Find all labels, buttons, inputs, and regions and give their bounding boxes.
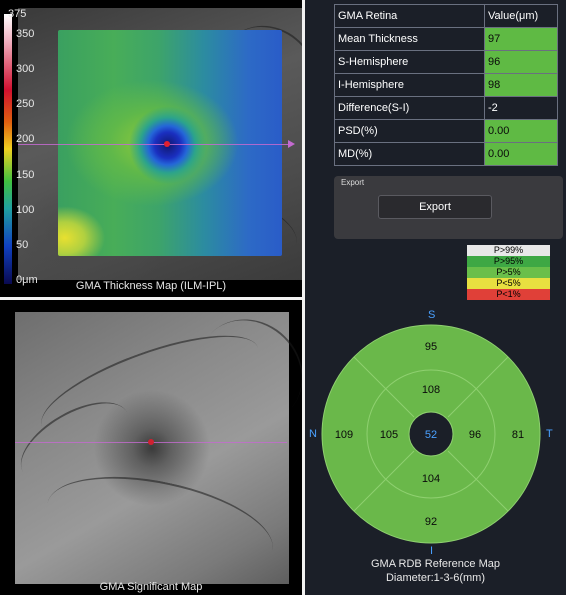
value-outer-inferior: 92 xyxy=(425,516,437,528)
row-value: 97 xyxy=(484,27,558,51)
sector-divider xyxy=(353,478,387,512)
row-label: I-Hemisphere xyxy=(334,73,485,97)
rdb-map-diameter: Diameter:1-3-6(mm) xyxy=(385,572,485,584)
table-row: Mean Thickness 97 xyxy=(334,27,558,51)
row-value: 0.00 xyxy=(484,119,558,143)
scale-tick: 0μm xyxy=(16,274,38,286)
row-label: Difference(S-I) xyxy=(334,96,485,120)
scale-tick: 375 xyxy=(8,8,27,20)
table-header-label: GMA Retina xyxy=(334,4,485,28)
export-group: Export Export xyxy=(334,176,563,239)
fovea-marker xyxy=(164,141,170,147)
scan-line-arrow-icon[interactable] xyxy=(288,140,295,148)
table-row: I-Hemisphere 98 xyxy=(334,73,558,97)
value-center: 52 xyxy=(425,429,437,441)
thickness-color-scale xyxy=(4,14,12,284)
sector-divider xyxy=(447,388,477,418)
sector-divider xyxy=(385,450,415,480)
legend-item: P<1% xyxy=(467,289,550,300)
direction-superior: S xyxy=(428,309,436,321)
thickness-map-panel: 375 350 300 250 200 150 100 50 0μm GMA T… xyxy=(0,0,302,297)
middle-ring xyxy=(366,369,496,499)
value-outer-superior: 95 xyxy=(425,341,437,353)
direction-temporal: T xyxy=(546,428,553,440)
row-label: MD(%) xyxy=(334,142,485,166)
value-inner-nasal: 105 xyxy=(380,429,398,441)
row-value: 0.00 xyxy=(484,142,558,166)
sector-divider xyxy=(475,356,509,390)
scale-tick: 200 xyxy=(16,133,35,145)
significant-map-caption: GMA Significant Map xyxy=(99,581,203,593)
table-row: S-Hemisphere 96 xyxy=(334,50,558,74)
direction-inferior: I xyxy=(430,545,434,557)
legend-item: P>95% xyxy=(467,256,550,267)
sector-divider xyxy=(353,356,387,390)
thickness-map-caption: GMA Thickness Map (ILM-IPL) xyxy=(75,280,227,292)
scale-tick: 250 xyxy=(16,98,35,110)
table-row: Difference(S-I) -2 xyxy=(334,96,558,120)
probability-legend: P>99% P>95% P>5% P<5% P<1% xyxy=(467,245,550,300)
export-button[interactable]: Export xyxy=(378,195,492,219)
table-row: MD(%) 0.00 xyxy=(334,142,558,166)
row-value: 96 xyxy=(484,50,558,74)
legend-item: P>99% xyxy=(467,245,550,256)
table-header-row: GMA Retina Value(μm) xyxy=(334,4,558,28)
value-inner-temporal: 96 xyxy=(469,429,481,441)
gma-retina-table: GMA Retina Value(μm) Mean Thickness 97 S… xyxy=(334,4,558,166)
value-outer-nasal: 109 xyxy=(335,429,353,441)
results-panel: GMA Retina Value(μm) Mean Thickness 97 S… xyxy=(305,0,566,595)
rdb-reference-map: 95 108 109 105 52 96 81 104 92 xyxy=(321,324,541,544)
scale-tick: 350 xyxy=(16,28,35,40)
legend-item: P>5% xyxy=(467,267,550,278)
row-label: PSD(%) xyxy=(334,119,485,143)
center-ring xyxy=(408,411,454,457)
sector-divider xyxy=(475,478,509,512)
thickness-heatmap xyxy=(58,30,282,256)
value-inner-superior: 108 xyxy=(422,384,440,396)
rdb-map-title: GMA RDB Reference Map xyxy=(371,558,500,570)
direction-nasal: N xyxy=(309,428,317,440)
export-group-title: Export xyxy=(341,178,365,187)
value-inner-inferior: 104 xyxy=(422,473,440,485)
row-label: Mean Thickness xyxy=(334,27,485,51)
sector-divider xyxy=(447,450,477,480)
table-row: PSD(%) 0.00 xyxy=(334,119,558,143)
value-outer-temporal: 81 xyxy=(512,429,524,441)
sector-divider xyxy=(385,388,415,418)
significant-fundus-image xyxy=(8,300,302,595)
scale-tick: 100 xyxy=(16,204,35,216)
legend-item: P<5% xyxy=(467,278,550,289)
row-value: -2 xyxy=(484,96,558,120)
scale-tick: 50 xyxy=(16,239,29,251)
row-label: S-Hemisphere xyxy=(334,50,485,74)
scan-line[interactable] xyxy=(18,144,290,145)
significant-map-panel: GMA Significant Map xyxy=(0,300,302,595)
fovea-marker xyxy=(148,439,154,445)
scale-tick: 300 xyxy=(16,63,35,75)
row-value: 98 xyxy=(484,73,558,97)
table-header-value: Value(μm) xyxy=(484,4,558,28)
scale-tick: 150 xyxy=(16,169,35,181)
